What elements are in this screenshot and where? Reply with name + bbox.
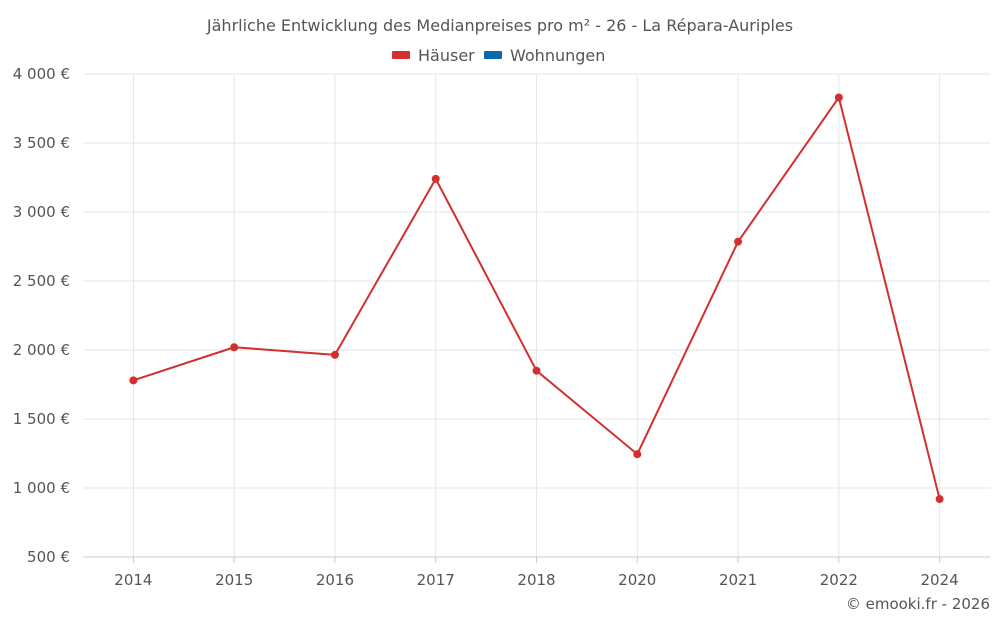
- x-tick-label: 2014: [114, 571, 152, 589]
- legend-item-wohnungen[interactable]: Wohnungen: [484, 46, 605, 65]
- data-point-2016[interactable]: [330, 350, 339, 359]
- x-tick-label: 2017: [417, 571, 455, 589]
- x-tick-label: 2024: [921, 571, 959, 589]
- legend-label-haeuser: Häuser: [418, 46, 475, 65]
- y-tick-label: 2 500 €: [13, 272, 70, 290]
- legend-swatch-haeuser: [392, 51, 410, 59]
- y-tick-label: 500 €: [27, 548, 70, 566]
- data-point-2024[interactable]: [935, 495, 944, 504]
- x-tick-label: 2015: [215, 571, 253, 589]
- chart-title: Jährliche Entwicklung des Medianpreises …: [206, 16, 793, 35]
- x-tick-label: 2020: [618, 571, 656, 589]
- x-tick-label: 2016: [316, 571, 354, 589]
- y-tick-label: 4 000 €: [13, 65, 70, 83]
- x-tick-label: 2021: [719, 571, 757, 589]
- data-point-2021[interactable]: [734, 237, 743, 246]
- legend-item-haeuser[interactable]: Häuser: [392, 46, 475, 65]
- x-tick-label: 2018: [517, 571, 555, 589]
- data-point-2018[interactable]: [532, 366, 541, 375]
- y-tick-label: 3 000 €: [13, 203, 70, 221]
- y-tick-label: 2 000 €: [13, 341, 70, 359]
- legend-label-wohnungen: Wohnungen: [510, 46, 605, 65]
- y-tick-label: 1 000 €: [13, 479, 70, 497]
- credit-text[interactable]: © emooki.fr - 2026: [846, 595, 990, 613]
- data-point-2017[interactable]: [431, 174, 440, 183]
- legend: Häuser Wohnungen: [392, 46, 605, 65]
- y-axis: 500 € 1 000 € 1 500 € 2 000 € 2 500 € 3 000 €…: [13, 65, 70, 566]
- y-tick-label: 3 500 €: [13, 134, 70, 152]
- x-axis: 2014 2015 2016 2017 2018 2020 2021 2022 2024: [83, 556, 990, 589]
- series-haeuser: [129, 93, 944, 504]
- data-point-2014[interactable]: [129, 376, 138, 385]
- grid: [83, 73, 990, 557]
- legend-swatch-wohnungen: [484, 51, 502, 59]
- data-point-2022[interactable]: [834, 93, 843, 102]
- x-tick-label: 2022: [820, 571, 858, 589]
- y-tick-label: 1 500 €: [13, 410, 70, 428]
- data-point-2015[interactable]: [230, 343, 239, 352]
- data-point-2020[interactable]: [633, 450, 642, 459]
